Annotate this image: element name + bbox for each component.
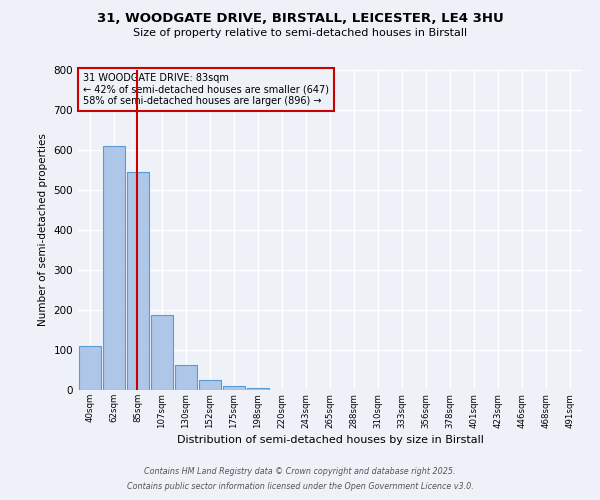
Text: Size of property relative to semi-detached houses in Birstall: Size of property relative to semi-detach… bbox=[133, 28, 467, 38]
Text: 31 WOODGATE DRIVE: 83sqm
← 42% of semi-detached houses are smaller (647)
58% of : 31 WOODGATE DRIVE: 83sqm ← 42% of semi-d… bbox=[83, 73, 329, 106]
Text: 31, WOODGATE DRIVE, BIRSTALL, LEICESTER, LE4 3HU: 31, WOODGATE DRIVE, BIRSTALL, LEICESTER,… bbox=[97, 12, 503, 26]
Bar bbox=[199, 380, 221, 390]
Bar bbox=[247, 388, 269, 390]
Bar bbox=[103, 146, 125, 390]
Bar bbox=[151, 315, 173, 390]
Bar bbox=[127, 172, 149, 390]
X-axis label: Distribution of semi-detached houses by size in Birstall: Distribution of semi-detached houses by … bbox=[176, 434, 484, 444]
Bar bbox=[79, 346, 101, 390]
Y-axis label: Number of semi-detached properties: Number of semi-detached properties bbox=[38, 134, 48, 326]
Text: Contains HM Land Registry data © Crown copyright and database right 2025.: Contains HM Land Registry data © Crown c… bbox=[144, 467, 456, 476]
Bar bbox=[223, 386, 245, 390]
Bar bbox=[175, 365, 197, 390]
Text: Contains public sector information licensed under the Open Government Licence v3: Contains public sector information licen… bbox=[127, 482, 473, 491]
